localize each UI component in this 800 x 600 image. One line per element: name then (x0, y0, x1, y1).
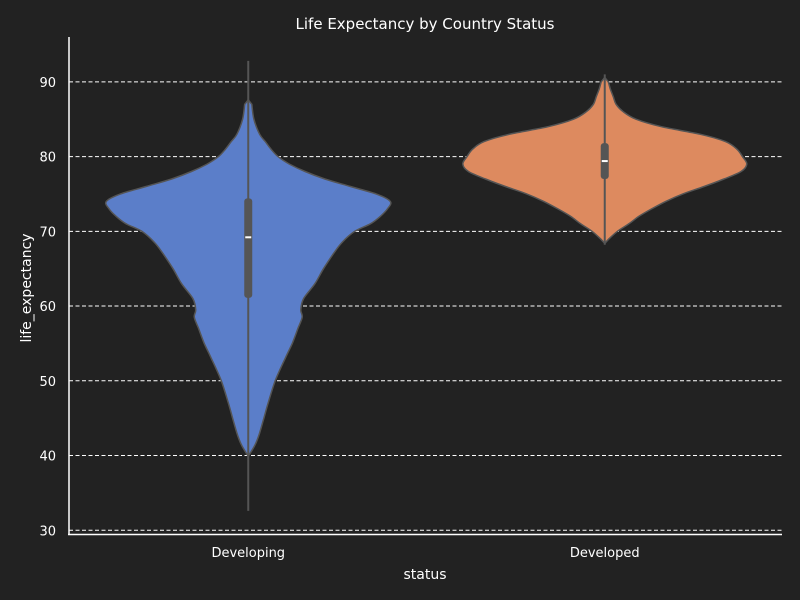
x-axis-label: status (403, 567, 446, 583)
y-tick-label: 60 (39, 300, 56, 315)
chart-title: Life Expectancy by Country Status (296, 15, 555, 33)
violins (104, 60, 748, 511)
y-tick-label: 80 (39, 151, 56, 166)
y-tick-label: 30 (39, 524, 56, 539)
x-tick-label: Developing (211, 546, 285, 561)
y-tick-label: 50 (39, 375, 56, 390)
violin-developed (462, 74, 748, 245)
y-tick-label: 70 (39, 225, 56, 240)
iqr-box (244, 198, 253, 298)
y-tick-labels: 30 40 50 60 70 80 90 (39, 76, 56, 539)
x-tick-labels: Developing Developed (211, 546, 639, 561)
x-tick-label: Developed (570, 546, 640, 561)
y-axis-label: life_expectancy (19, 233, 35, 342)
y-tick-label: 90 (39, 76, 56, 91)
y-tick-label: 40 (39, 450, 56, 465)
violin-developing (104, 60, 392, 511)
